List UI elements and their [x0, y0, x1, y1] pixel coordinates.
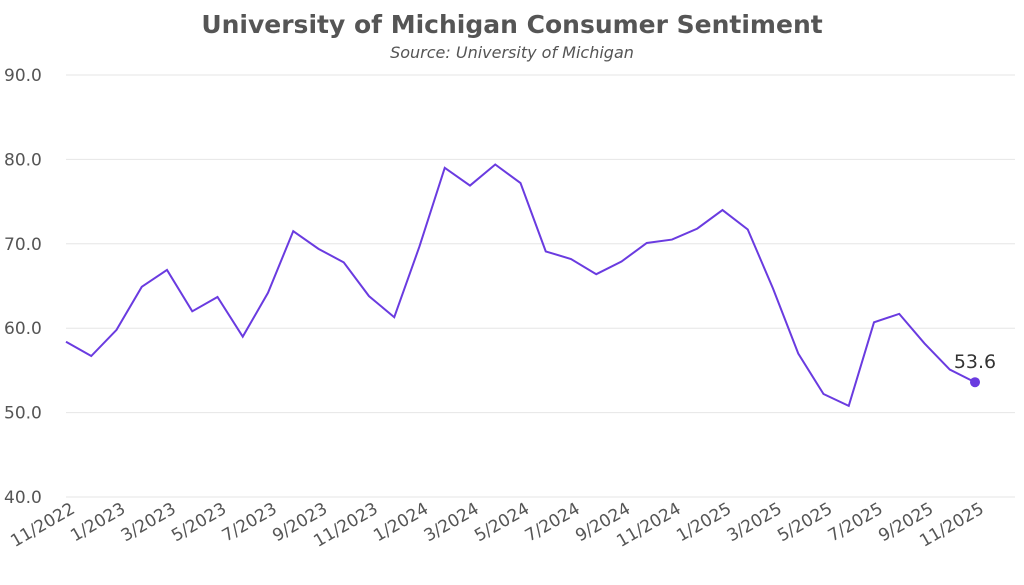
x-tick-label: 7/2025 [825, 499, 887, 546]
series-line [65, 163, 976, 408]
x-tick-label: 7/2023 [219, 499, 281, 546]
y-tick-label: 50.0 [4, 404, 42, 424]
x-tick-label: 5/2023 [168, 499, 230, 546]
x-tick-label: 7/2024 [522, 499, 584, 546]
x-tick-label: 1/2024 [370, 499, 432, 546]
x-tick-label: 1/2023 [67, 499, 129, 546]
x-tick-label: 5/2024 [471, 499, 533, 546]
last-point-marker [970, 377, 980, 388]
x-tick-label: 3/2024 [421, 499, 483, 546]
x-tick-label: 3/2023 [118, 499, 180, 546]
y-tick-label: 70.0 [4, 235, 42, 255]
y-tick-label: 90.0 [4, 66, 42, 86]
chart-subtitle: Source: University of Michigan [390, 43, 634, 62]
last-value-label: 53.6 [954, 351, 996, 373]
x-tick-label: 5/2025 [774, 499, 836, 546]
y-tick-label: 80.0 [4, 150, 42, 170]
x-tick-label: 3/2025 [724, 499, 786, 546]
chart-title: University of Michigan Consumer Sentimen… [201, 10, 822, 39]
x-tick-label: 1/2025 [673, 499, 735, 546]
y-tick-label: 60.0 [4, 319, 42, 339]
y-tick-label: 40.0 [4, 488, 42, 508]
